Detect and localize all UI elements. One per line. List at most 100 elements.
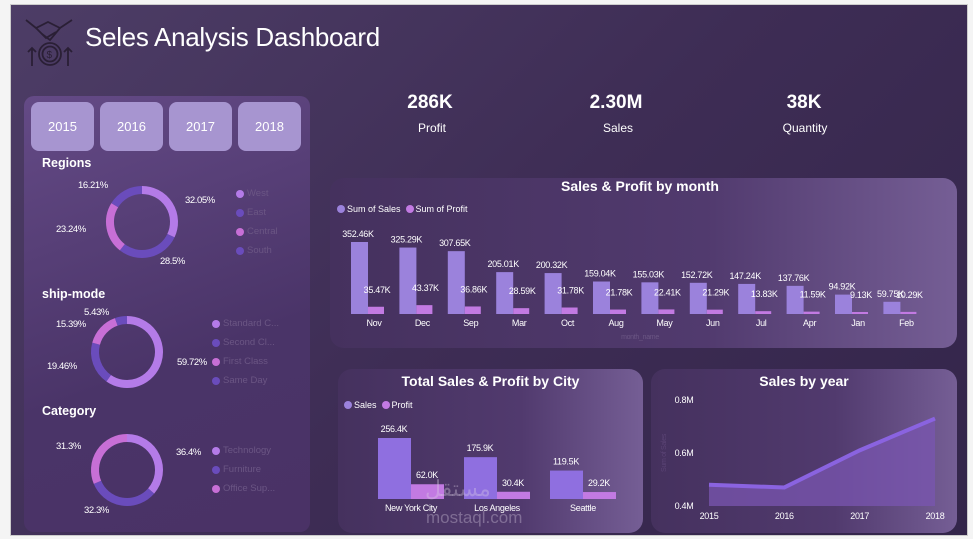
bar-profit-Jan: [852, 312, 868, 314]
data-label-profit: 62.0K: [416, 470, 438, 480]
data-label-sales: 205.01K: [487, 259, 519, 269]
bar-sales-Aug: [593, 281, 610, 314]
bar-sales-Mar: [496, 272, 514, 314]
donut-segment-east: [111, 186, 143, 208]
month-chart-card: [330, 178, 957, 348]
legend-item[interactable]: East: [236, 207, 266, 218]
bar-profit-Apr: [803, 311, 820, 314]
legend-dot: [212, 484, 220, 493]
bar-profit-Jun: [706, 309, 723, 314]
legend-label: East: [247, 207, 267, 218]
bar-profit-Sep: [464, 306, 481, 314]
legend-item[interactable]: Furniture: [212, 464, 261, 475]
x-tick-label: Apr: [803, 318, 816, 328]
year-filter-2018[interactable]: 2018: [238, 102, 301, 151]
kpi-quantity-value: 38K: [786, 92, 822, 113]
watermark-arabic: مستقل: [425, 476, 491, 501]
kpi-sales-value: 2.30M: [589, 92, 643, 113]
x-tick-label: 2016: [775, 511, 794, 521]
donut-segment-technology: [126, 434, 163, 494]
ship-label-second: 19.46%: [47, 361, 77, 372]
legend-dot-sales: [344, 401, 352, 409]
legend-label: First Class: [223, 356, 268, 367]
bar-profit-Aug: [610, 309, 626, 314]
year-filter-2016[interactable]: 2016: [100, 102, 163, 151]
category-label-office: 31.3%: [56, 441, 81, 452]
bar-profit-city: [411, 484, 444, 499]
data-label-profit: 43.37K: [412, 283, 439, 293]
data-label-sales: 256.4K: [381, 424, 408, 434]
legend-label: West: [247, 188, 269, 199]
data-label-sales: 200.32K: [536, 260, 568, 270]
month-chart-title: Sales & Profit by month: [561, 178, 719, 194]
regions-label-east: 16.21%: [78, 180, 108, 191]
y-axis-label: Sum of Sales: [661, 433, 668, 472]
legend-label: Central: [247, 226, 278, 237]
data-label-sales: 352.46K: [342, 229, 374, 239]
legend-item[interactable]: Office Sup...: [212, 483, 275, 494]
data-label-profit: 10.29K: [896, 290, 923, 300]
category-title: Category: [42, 404, 97, 418]
legend-item[interactable]: South: [236, 245, 272, 256]
legend-item[interactable]: Same Day: [212, 375, 267, 386]
kpi-profit-value: 286K: [407, 92, 453, 113]
legend-item[interactable]: Second Cl...: [212, 337, 275, 348]
data-label-profit: 21.78K: [606, 288, 633, 298]
year-filter-2017[interactable]: 2017: [169, 102, 232, 151]
x-tick-label: New York City: [385, 503, 438, 513]
bar-sales-May: [641, 282, 659, 314]
donut-segment-furniture: [93, 480, 155, 506]
x-tick-label: Dec: [415, 318, 431, 328]
bar-profit-Oct: [561, 307, 578, 314]
legend-item[interactable]: Standard C...: [212, 318, 279, 329]
legend-item[interactable]: First Class: [212, 356, 268, 367]
data-label-sales: 155.03K: [633, 269, 665, 279]
bar-sales-Jul: [738, 283, 756, 314]
legend-item[interactable]: Central: [236, 226, 278, 237]
kpi-quantity-label: Quantity: [782, 121, 828, 135]
legend-dot: [212, 338, 220, 347]
bar-sales-Nov: [351, 242, 368, 314]
data-label-sales: 152.72K: [681, 270, 713, 280]
legend-label: South: [247, 245, 272, 256]
regions-label-central: 23.24%: [56, 224, 86, 235]
legend-dot-sales: [337, 205, 345, 213]
donut-segment-office-supplies: [91, 434, 128, 484]
city-chart-title: Total Sales & Profit by City: [401, 373, 580, 389]
legend-dot: [212, 319, 220, 328]
legend-profit: Profit: [391, 400, 413, 410]
bar-sales-city: [378, 438, 411, 499]
data-label-profit: 36.86K: [460, 284, 487, 294]
legend-label: Same Day: [223, 375, 268, 386]
year-filter-2015[interactable]: 2015: [31, 102, 94, 151]
legend-dot: [212, 465, 220, 474]
data-label-profit: 31.78K: [557, 286, 584, 296]
data-label-sales: 175.9K: [467, 443, 494, 453]
legend-label: Furniture: [223, 464, 262, 475]
donut-segment-second-class: [91, 342, 112, 382]
bar-profit-Nov: [368, 306, 384, 314]
category-label-furniture: 32.3%: [84, 505, 109, 516]
bar-sales-Apr: [786, 285, 804, 314]
bar-sales-Jun: [689, 282, 707, 314]
data-label-profit: 22.41K: [654, 287, 681, 297]
legend-item[interactable]: Technology: [212, 445, 271, 456]
legend-item[interactable]: West: [236, 188, 268, 199]
bar-profit-city: [497, 491, 530, 499]
data-label-profit: 35.47K: [364, 285, 391, 295]
legend-label: Technology: [223, 445, 272, 456]
legend-profit: Sum of Profit: [415, 204, 468, 214]
bar-sales-city: [464, 457, 497, 499]
data-label-profit: 30.4K: [502, 478, 524, 488]
ship-label-first: 15.39%: [56, 319, 86, 330]
data-label-sales: 137.76K: [778, 273, 810, 283]
data-label-sales: 307.65K: [439, 238, 471, 248]
legend-label: Second Cl...: [223, 337, 275, 348]
donut-segment-west: [141, 186, 178, 238]
legend-dot-profit: [381, 401, 390, 409]
bar-profit-city: [583, 492, 616, 499]
bar-profit-Dec: [416, 305, 433, 314]
bar-sales-Jan: [835, 294, 852, 314]
